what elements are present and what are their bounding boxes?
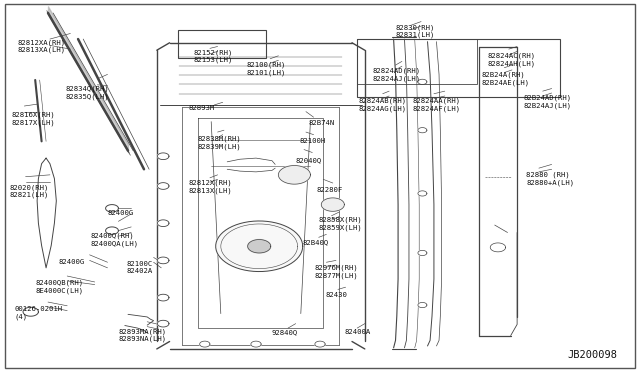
Text: 82100(RH)
82101(LH): 82100(RH) 82101(LH): [246, 61, 286, 76]
Text: 82100H: 82100H: [300, 138, 326, 144]
Text: 82B24AD(RH)
82B24AJ(LH): 82B24AD(RH) 82B24AJ(LH): [524, 95, 572, 109]
Text: 82812XA(RH)
82813XA(LH): 82812XA(RH) 82813XA(LH): [18, 39, 66, 53]
Bar: [357, 39, 477, 84]
Text: 82830(RH)
82831(LH): 82830(RH) 82831(LH): [396, 24, 435, 38]
Text: 82880 (RH)
82880+A(LH): 82880 (RH) 82880+A(LH): [526, 172, 574, 186]
Text: 82816X(RH)
82817X(LH): 82816X(RH) 82817X(LH): [12, 112, 55, 126]
Text: 82834Q(RH)
82835Q(LH): 82834Q(RH) 82835Q(LH): [66, 86, 109, 100]
Polygon shape: [321, 198, 344, 211]
Text: 92840Q: 92840Q: [272, 329, 298, 335]
Text: 82858X(RH)
82859X(LH): 82858X(RH) 82859X(LH): [318, 217, 362, 231]
Text: 82430: 82430: [325, 292, 347, 298]
Polygon shape: [23, 307, 38, 316]
Text: 82824AC(RH)
82824AH(LH): 82824AC(RH) 82824AH(LH): [488, 53, 536, 67]
Polygon shape: [418, 302, 427, 308]
Text: 00126-0201H
(4): 00126-0201H (4): [14, 306, 62, 320]
Text: 82020(RH)
82821(LH): 82020(RH) 82821(LH): [10, 184, 49, 198]
Text: 82280F: 82280F: [317, 187, 343, 193]
Polygon shape: [200, 341, 210, 347]
Polygon shape: [418, 128, 427, 133]
Text: 82040Q: 82040Q: [296, 157, 322, 163]
Polygon shape: [216, 221, 303, 272]
Bar: [178, 30, 266, 58]
Text: 82824AA(RH)
82824AF(LH): 82824AA(RH) 82824AF(LH): [413, 97, 461, 112]
Polygon shape: [106, 227, 118, 234]
Text: 82838M(RH)
82839M(LH): 82838M(RH) 82839M(LH): [197, 136, 241, 150]
Polygon shape: [157, 183, 169, 189]
Text: 82893M: 82893M: [189, 105, 215, 111]
Text: 82400G: 82400G: [108, 210, 134, 216]
Text: 82B40Q: 82B40Q: [302, 239, 328, 245]
Bar: [357, 39, 560, 97]
Text: 82824AD(RH)
82824AJ(LH): 82824AD(RH) 82824AJ(LH): [372, 68, 420, 82]
Polygon shape: [418, 191, 427, 196]
Polygon shape: [248, 240, 271, 253]
Text: 82400QB(RH)
8E4000C(LH): 82400QB(RH) 8E4000C(LH): [35, 280, 83, 294]
Polygon shape: [157, 294, 169, 301]
Polygon shape: [418, 250, 427, 256]
Text: 82824AB(RH)
82824AG(LH): 82824AB(RH) 82824AG(LH): [358, 97, 406, 112]
Text: 82976M(RH)
82877M(LH): 82976M(RH) 82877M(LH): [315, 265, 358, 279]
Text: 82893MA(RH)
82893NA(LH): 82893MA(RH) 82893NA(LH): [118, 328, 166, 342]
Polygon shape: [418, 79, 427, 84]
Polygon shape: [106, 205, 118, 212]
Text: 82100C
82402A: 82100C 82402A: [127, 261, 153, 275]
Text: 82400A: 82400A: [344, 329, 371, 335]
Text: 82B24A(RH)
82B24AE(LH): 82B24A(RH) 82B24AE(LH): [481, 71, 529, 86]
Text: 82B74N: 82B74N: [308, 120, 335, 126]
Polygon shape: [157, 220, 169, 227]
Text: 82400Q(RH)
82400QA(LH): 82400Q(RH) 82400QA(LH): [91, 232, 139, 247]
Text: 82812X(RH)
82813X(LH): 82812X(RH) 82813X(LH): [189, 179, 232, 193]
Polygon shape: [278, 166, 310, 184]
Polygon shape: [157, 320, 169, 327]
Text: 82400G: 82400G: [59, 259, 85, 265]
Text: 82152(RH)
82153(LH): 82152(RH) 82153(LH): [193, 49, 233, 63]
Polygon shape: [251, 341, 261, 347]
Polygon shape: [315, 341, 325, 347]
Polygon shape: [157, 153, 169, 160]
Text: JB200098: JB200098: [568, 350, 618, 360]
Polygon shape: [157, 257, 169, 264]
